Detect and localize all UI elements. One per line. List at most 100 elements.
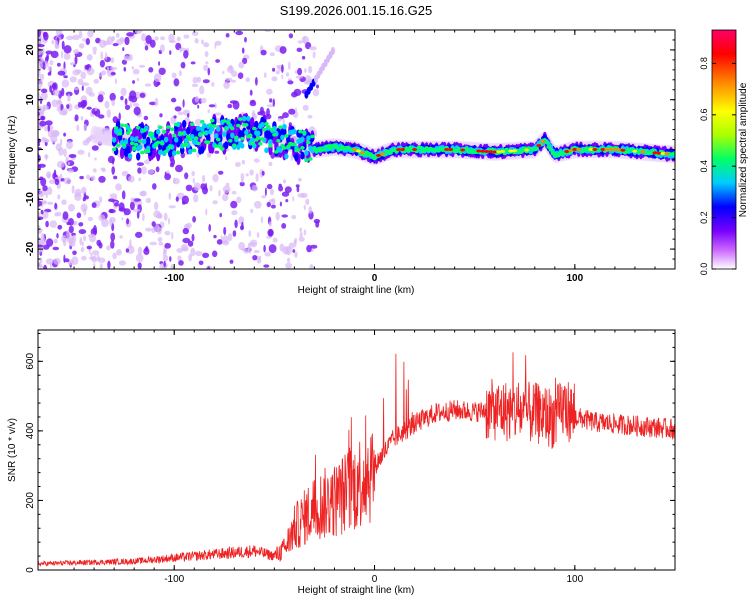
noise-blob	[191, 83, 199, 88]
trace-segment	[294, 153, 299, 162]
trace-peak	[576, 148, 582, 151]
noise-blob	[38, 225, 41, 229]
trace-segment	[274, 150, 279, 154]
noise-blob	[293, 88, 302, 96]
noise-blob	[92, 168, 97, 173]
noise-blob	[240, 173, 245, 181]
noise-blob	[102, 168, 106, 173]
trace-segment	[306, 140, 311, 145]
trace-segment	[212, 124, 217, 128]
noise-blob	[310, 244, 318, 249]
noise-blob	[182, 227, 189, 235]
x-tick-label: -100	[164, 273, 184, 284]
noise-blob	[130, 197, 135, 203]
trace-segment	[168, 145, 173, 150]
trace-segment	[456, 147, 461, 151]
noise-blob	[249, 89, 253, 96]
trace-peak	[588, 148, 594, 151]
trace-segment	[292, 142, 297, 147]
noise-blob	[104, 52, 108, 61]
noise-blob	[53, 257, 61, 265]
noise-blob	[185, 184, 193, 192]
trace-peak	[632, 149, 638, 153]
trace-segment	[278, 147, 283, 153]
trace-segment	[264, 122, 269, 126]
noise-blob	[72, 34, 80, 41]
noise-blob	[308, 65, 313, 74]
noise-blob	[171, 72, 177, 79]
trace-segment	[230, 132, 235, 139]
trace-peak	[608, 148, 614, 151]
noise-blob	[63, 254, 66, 263]
snr-panel: -100 0 100 0 200 400 600 Height of straight li…	[7, 329, 676, 596]
noise-blob	[98, 175, 106, 183]
trace-segment	[284, 153, 289, 160]
noise-blob	[303, 204, 306, 211]
trace-segment	[136, 152, 141, 161]
trace-segment	[298, 129, 303, 134]
trace-segment	[282, 123, 287, 130]
noise-blob	[137, 167, 142, 174]
noise-blob	[106, 65, 110, 74]
noise-blob	[38, 91, 41, 97]
trace-segment	[198, 133, 203, 137]
noise-blob	[225, 156, 228, 161]
noise-blob	[91, 145, 99, 151]
noise-blob	[46, 186, 53, 196]
trace-segment	[364, 150, 369, 154]
noise-blob	[38, 193, 44, 198]
noise-blob	[199, 85, 205, 95]
noise-blob	[187, 240, 194, 247]
noise-blob	[53, 238, 58, 244]
trace-segment	[188, 148, 193, 155]
noise-blob	[203, 64, 209, 71]
trace-segment	[162, 130, 167, 134]
noise-blob	[255, 77, 258, 86]
trace-segment	[172, 150, 177, 156]
noise-blob	[119, 235, 123, 239]
noise-blob	[315, 221, 320, 228]
noise-blob	[203, 42, 210, 48]
noise-blob	[152, 183, 157, 190]
noise-blob	[292, 195, 295, 202]
noise-blob	[47, 124, 50, 132]
colorbar-gradient	[711, 29, 737, 270]
colorbar-tick-label: 0.6	[699, 109, 709, 122]
noise-blob	[205, 182, 208, 192]
noise-blob	[39, 73, 45, 81]
noise-blob	[269, 188, 275, 196]
noise-blob	[86, 245, 93, 250]
trace-segment	[150, 132, 155, 136]
trace-segment	[194, 136, 199, 140]
noise-blob	[205, 61, 209, 65]
noise-blob	[171, 231, 174, 240]
noise-blob	[229, 100, 238, 104]
noise-blob	[82, 139, 90, 146]
trace-peak	[476, 149, 482, 153]
noise-blob	[74, 114, 79, 122]
noise-blob	[136, 162, 144, 167]
noise-blob	[49, 85, 53, 93]
trace-segment	[129, 136, 135, 142]
noise-blob	[232, 230, 237, 237]
y-tick-label: 600	[25, 353, 36, 370]
noise-blob	[129, 201, 135, 211]
noise-blob	[43, 31, 49, 41]
trace-segment	[258, 142, 263, 146]
trace-segment	[232, 143, 237, 147]
noise-blob	[46, 238, 54, 247]
noise-blob	[173, 78, 180, 87]
noise-blob	[66, 160, 75, 167]
noise-blob	[285, 199, 289, 203]
noise-blob	[78, 43, 85, 49]
noise-blob	[66, 104, 70, 109]
trace-segment	[164, 136, 169, 143]
noise-blob	[241, 159, 245, 165]
noise-blob	[42, 47, 45, 55]
trace-segment	[206, 140, 211, 145]
noise-blob	[211, 82, 215, 87]
trace-segment	[280, 134, 285, 141]
noise-blob	[305, 198, 310, 205]
trace-peak	[380, 152, 385, 156]
noise-blob	[120, 96, 124, 101]
